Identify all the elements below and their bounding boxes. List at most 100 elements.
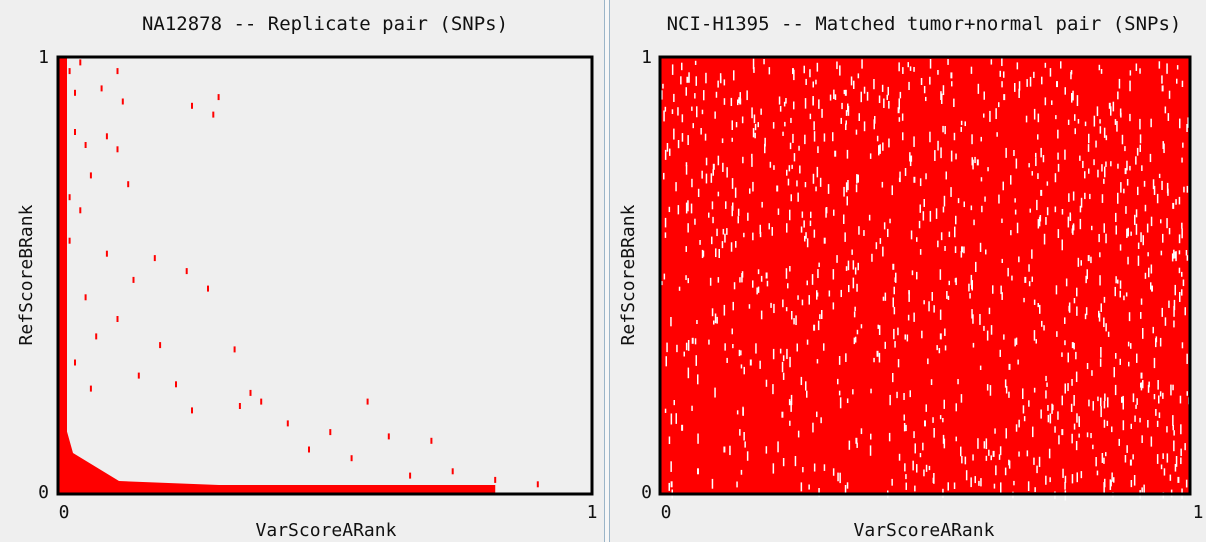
right-gap-mark: [812, 422, 814, 433]
right-gap-mark: [1014, 83, 1016, 92]
right-gap-mark: [800, 376, 803, 386]
right-gap-mark: [986, 330, 989, 341]
right-gap-mark: [1135, 404, 1137, 409]
right-gap-mark: [697, 374, 699, 385]
right-gap-mark: [873, 79, 875, 90]
right-gap-mark: [715, 91, 718, 98]
right-gap-mark: [1041, 320, 1043, 327]
right-gap-mark: [1098, 64, 1101, 71]
right-gap-mark: [790, 194, 792, 202]
right-gap-mark: [1113, 367, 1115, 378]
right-gap-mark: [675, 182, 677, 192]
right-gap-mark: [934, 150, 936, 161]
right-gap-mark: [806, 238, 809, 248]
right-gap-mark: [1082, 160, 1084, 168]
right-gap-mark: [1071, 433, 1073, 444]
right-gap-mark: [848, 285, 850, 293]
right-gap-mark: [1126, 228, 1128, 238]
right-gap-mark: [1075, 371, 1078, 383]
right-scatter-point: [897, 107, 900, 114]
right-gap-mark: [919, 178, 922, 187]
right-gap-mark: [819, 177, 822, 187]
right-gap-mark: [878, 325, 881, 335]
right-gap-mark: [855, 184, 858, 193]
right-gap-mark: [1084, 313, 1087, 320]
right-gap-mark: [1181, 228, 1183, 239]
right-gap-mark: [852, 277, 855, 289]
right-gap-mark: [1064, 475, 1067, 483]
right-gap-mark: [909, 390, 911, 398]
right-gap-mark: [971, 134, 973, 145]
right-gap-mark: [941, 93, 943, 104]
right-gap-mark: [1115, 353, 1117, 359]
right-gap-mark: [893, 286, 895, 295]
right-gap-mark: [714, 111, 716, 119]
right-gap-mark: [925, 464, 928, 472]
right-gap-mark: [951, 81, 953, 87]
right-gap-mark: [687, 223, 689, 233]
right-gap-mark: [759, 231, 762, 238]
right-gap-mark: [1111, 472, 1113, 482]
right-gap-mark: [787, 178, 790, 186]
right-gap-mark: [928, 301, 930, 312]
right-gap-mark: [1135, 156, 1137, 165]
right-gap-mark: [730, 97, 733, 107]
right-gap-mark: [903, 393, 905, 400]
right-gap-mark: [971, 283, 973, 289]
right-gap-mark: [717, 191, 720, 197]
right-gap-mark: [806, 339, 809, 345]
right-gap-mark: [1155, 338, 1157, 348]
right-gap-mark: [722, 228, 725, 235]
right-gap-mark: [1018, 256, 1020, 263]
right-dense-point-cloud: [661, 58, 1189, 493]
right-gap-mark: [1051, 403, 1053, 414]
right-gap-mark: [1048, 448, 1051, 459]
right-gap-mark: [882, 142, 884, 151]
right-gap-mark: [712, 216, 714, 224]
right-gap-mark: [869, 153, 872, 159]
right-gap-mark: [1158, 61, 1161, 69]
right-gap-mark: [798, 145, 800, 151]
right-gap-mark: [816, 359, 819, 364]
right-gap-mark: [817, 320, 820, 331]
right-gap-mark: [940, 232, 943, 241]
right-gap-mark: [1142, 235, 1144, 246]
right-gap-mark: [1123, 295, 1125, 301]
right-gap-mark: [788, 399, 791, 406]
right-gap-mark: [839, 65, 841, 76]
right-gap-mark: [960, 446, 962, 457]
right-gap-mark: [1141, 165, 1143, 172]
right-gap-mark: [993, 483, 996, 489]
right-gap-mark: [786, 169, 788, 176]
right-gap-mark: [1049, 413, 1052, 424]
right-gap-mark: [876, 135, 879, 142]
right-gap-mark: [809, 69, 811, 78]
right-gap-mark: [914, 443, 916, 454]
left-scatter-point: [74, 89, 76, 96]
right-gap-mark: [944, 328, 946, 336]
right-gap-mark: [983, 91, 985, 100]
left-scatter-point: [430, 437, 433, 444]
right-gap-mark: [1031, 276, 1033, 282]
right-gap-mark: [981, 205, 983, 213]
right-gap-mark: [913, 312, 915, 322]
right-gap-mark: [1013, 150, 1015, 157]
right-gap-mark: [832, 302, 835, 310]
left-scatter-point: [116, 68, 119, 75]
right-gap-mark: [892, 297, 894, 308]
right-gap-mark: [1033, 457, 1035, 465]
right-gap-mark: [840, 289, 842, 298]
right-gap-mark: [813, 121, 815, 131]
right-gap-mark: [1166, 453, 1169, 463]
right-gap-mark: [805, 381, 807, 391]
right-scatter-point: [1151, 285, 1153, 292]
right-gap-mark: [1110, 161, 1112, 167]
left-scatter-chart: NA12878 -- Replicate pair (SNPs) RefScor…: [16, 13, 597, 541]
right-gap-mark: [920, 78, 923, 86]
right-gap-mark: [828, 290, 831, 297]
right-gap-mark: [908, 81, 910, 91]
left-scatter-point: [132, 276, 135, 283]
right-gap-mark: [944, 345, 947, 351]
right-gap-mark: [1129, 165, 1131, 171]
right-gap-mark: [800, 226, 803, 233]
